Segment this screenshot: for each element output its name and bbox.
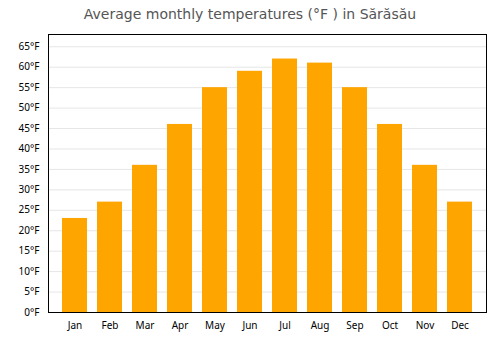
svg-text:May: May xyxy=(205,318,226,332)
html-text:Average monthly temperatures (: Average monthly temperatures (°F ) in Să… xyxy=(83,6,417,22)
svg-text:10°F: 10°F xyxy=(19,264,40,278)
svg-text:Mar: Mar xyxy=(136,318,155,332)
svg-text:0°F: 0°F xyxy=(24,305,39,319)
svg-text:35°F: 35°F xyxy=(19,162,40,176)
svg-text:60°F: 60°F xyxy=(19,59,40,73)
svg-text:65°F: 65°F xyxy=(19,39,40,53)
svg-text:Apr: Apr xyxy=(172,318,189,332)
svg-text:25°F: 25°F xyxy=(19,202,40,216)
svg-text:Jun: Jun xyxy=(241,318,257,332)
svg-text:Dec: Dec xyxy=(451,318,469,332)
svg-text:Sep: Sep xyxy=(346,318,363,332)
svg-text:50°F: 50°F xyxy=(19,100,40,114)
svg-text:Nov: Nov xyxy=(416,318,435,332)
svg-text:5°F: 5°F xyxy=(24,284,39,298)
svg-text:Jan: Jan xyxy=(67,318,83,332)
svg-text:20°F: 20°F xyxy=(19,223,40,237)
svg-text:Oct: Oct xyxy=(382,318,399,332)
svg-text:40°F: 40°F xyxy=(19,141,40,155)
svg-text:Aug: Aug xyxy=(311,318,330,332)
svg-text:Jul: Jul xyxy=(278,318,291,332)
svg-text:45°F: 45°F xyxy=(19,121,40,135)
svg-text:55°F: 55°F xyxy=(19,80,40,94)
svg-text:30°F: 30°F xyxy=(19,182,40,196)
svg-text:Feb: Feb xyxy=(102,318,119,332)
svg-text:15°F: 15°F xyxy=(19,243,40,257)
